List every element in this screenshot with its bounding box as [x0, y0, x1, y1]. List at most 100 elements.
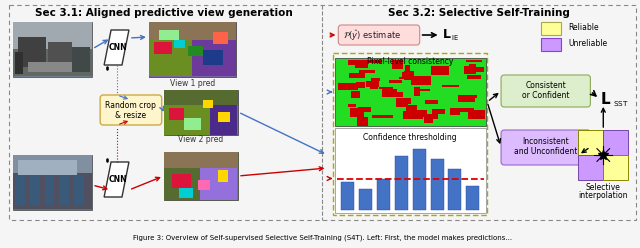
Text: CNN: CNN: [109, 43, 127, 53]
Bar: [392, 60, 403, 69]
Bar: [45, 175, 54, 205]
Text: Inconsistent: Inconsistent: [522, 136, 569, 146]
Bar: [389, 80, 402, 83]
Bar: [425, 100, 438, 104]
Text: Sec 3.2: Selective Self-Training: Sec 3.2: Selective Self-Training: [388, 8, 570, 18]
Text: View 1 pred: View 1 pred: [170, 79, 215, 88]
Bar: [211, 105, 237, 135]
Bar: [168, 108, 184, 120]
Bar: [431, 66, 449, 75]
FancyBboxPatch shape: [501, 75, 590, 107]
Bar: [371, 78, 380, 81]
Bar: [18, 160, 77, 175]
Bar: [339, 83, 358, 90]
Polygon shape: [104, 30, 129, 65]
Bar: [458, 95, 476, 102]
Bar: [148, 40, 193, 76]
Bar: [467, 186, 479, 210]
Text: Random crop: Random crop: [106, 100, 156, 110]
Bar: [213, 32, 228, 44]
Bar: [218, 170, 228, 182]
Text: and Unconfident: and Unconfident: [514, 148, 577, 156]
Text: $\mathbf{L}$: $\mathbf{L}$: [442, 29, 451, 41]
Bar: [13, 155, 92, 173]
Bar: [148, 22, 236, 40]
Bar: [379, 87, 388, 89]
Bar: [456, 108, 474, 112]
Bar: [424, 114, 433, 123]
Bar: [358, 107, 371, 112]
Bar: [358, 108, 364, 117]
Bar: [541, 22, 561, 35]
Bar: [377, 179, 390, 210]
Bar: [172, 174, 191, 188]
FancyBboxPatch shape: [501, 130, 590, 165]
Text: Reliable: Reliable: [568, 24, 599, 32]
Bar: [357, 117, 368, 126]
Bar: [604, 155, 628, 180]
Bar: [366, 81, 379, 87]
Bar: [72, 47, 90, 72]
Bar: [350, 108, 364, 117]
Polygon shape: [104, 162, 129, 197]
Bar: [395, 92, 403, 97]
Bar: [382, 89, 397, 97]
Bar: [411, 76, 431, 85]
Bar: [405, 65, 410, 74]
Bar: [436, 112, 440, 114]
Bar: [13, 173, 92, 209]
Bar: [188, 46, 204, 56]
Bar: [74, 175, 84, 205]
Text: Confidence thresholding: Confidence thresholding: [363, 132, 456, 142]
Bar: [467, 67, 484, 72]
Bar: [164, 90, 238, 105]
Bar: [204, 100, 213, 108]
Bar: [435, 67, 444, 75]
Bar: [159, 30, 179, 40]
Bar: [13, 49, 92, 76]
Bar: [579, 155, 604, 180]
Text: Unreliable: Unreliable: [568, 39, 607, 49]
Text: $_{\mathrm{SST}}$: $_{\mathrm{SST}}$: [613, 99, 629, 109]
Bar: [164, 152, 238, 168]
Bar: [370, 85, 378, 89]
Bar: [9, 5, 636, 220]
Bar: [13, 22, 92, 49]
Bar: [47, 42, 72, 62]
Bar: [15, 175, 25, 205]
Bar: [541, 38, 561, 51]
Bar: [465, 95, 477, 98]
Bar: [359, 189, 372, 210]
Bar: [431, 159, 444, 210]
Bar: [184, 118, 202, 130]
Bar: [413, 87, 420, 96]
Bar: [200, 168, 237, 200]
Bar: [359, 70, 375, 73]
Bar: [335, 128, 486, 213]
Bar: [333, 53, 487, 215]
FancyBboxPatch shape: [339, 25, 420, 45]
Bar: [28, 62, 77, 72]
Bar: [467, 60, 482, 62]
Bar: [604, 130, 628, 155]
Bar: [13, 155, 92, 210]
Bar: [442, 85, 460, 87]
Bar: [179, 188, 193, 198]
Bar: [198, 180, 211, 190]
Bar: [412, 110, 427, 117]
Bar: [399, 77, 412, 79]
Text: Sec 3.1: Aligned predictive view generation: Sec 3.1: Aligned predictive view generat…: [35, 8, 292, 18]
Text: & resize: & resize: [115, 111, 147, 120]
Bar: [355, 60, 368, 68]
Bar: [403, 111, 422, 119]
Bar: [404, 113, 409, 117]
Bar: [348, 60, 363, 65]
Bar: [173, 40, 186, 48]
Bar: [413, 89, 429, 91]
Bar: [384, 87, 393, 95]
Text: $\mathcal{P}(\hat{y})$ estimate: $\mathcal{P}(\hat{y})$ estimate: [343, 29, 401, 43]
Bar: [467, 75, 481, 79]
Text: or Confident: or Confident: [522, 92, 570, 100]
Text: Consistent: Consistent: [525, 81, 566, 90]
Bar: [351, 91, 360, 98]
